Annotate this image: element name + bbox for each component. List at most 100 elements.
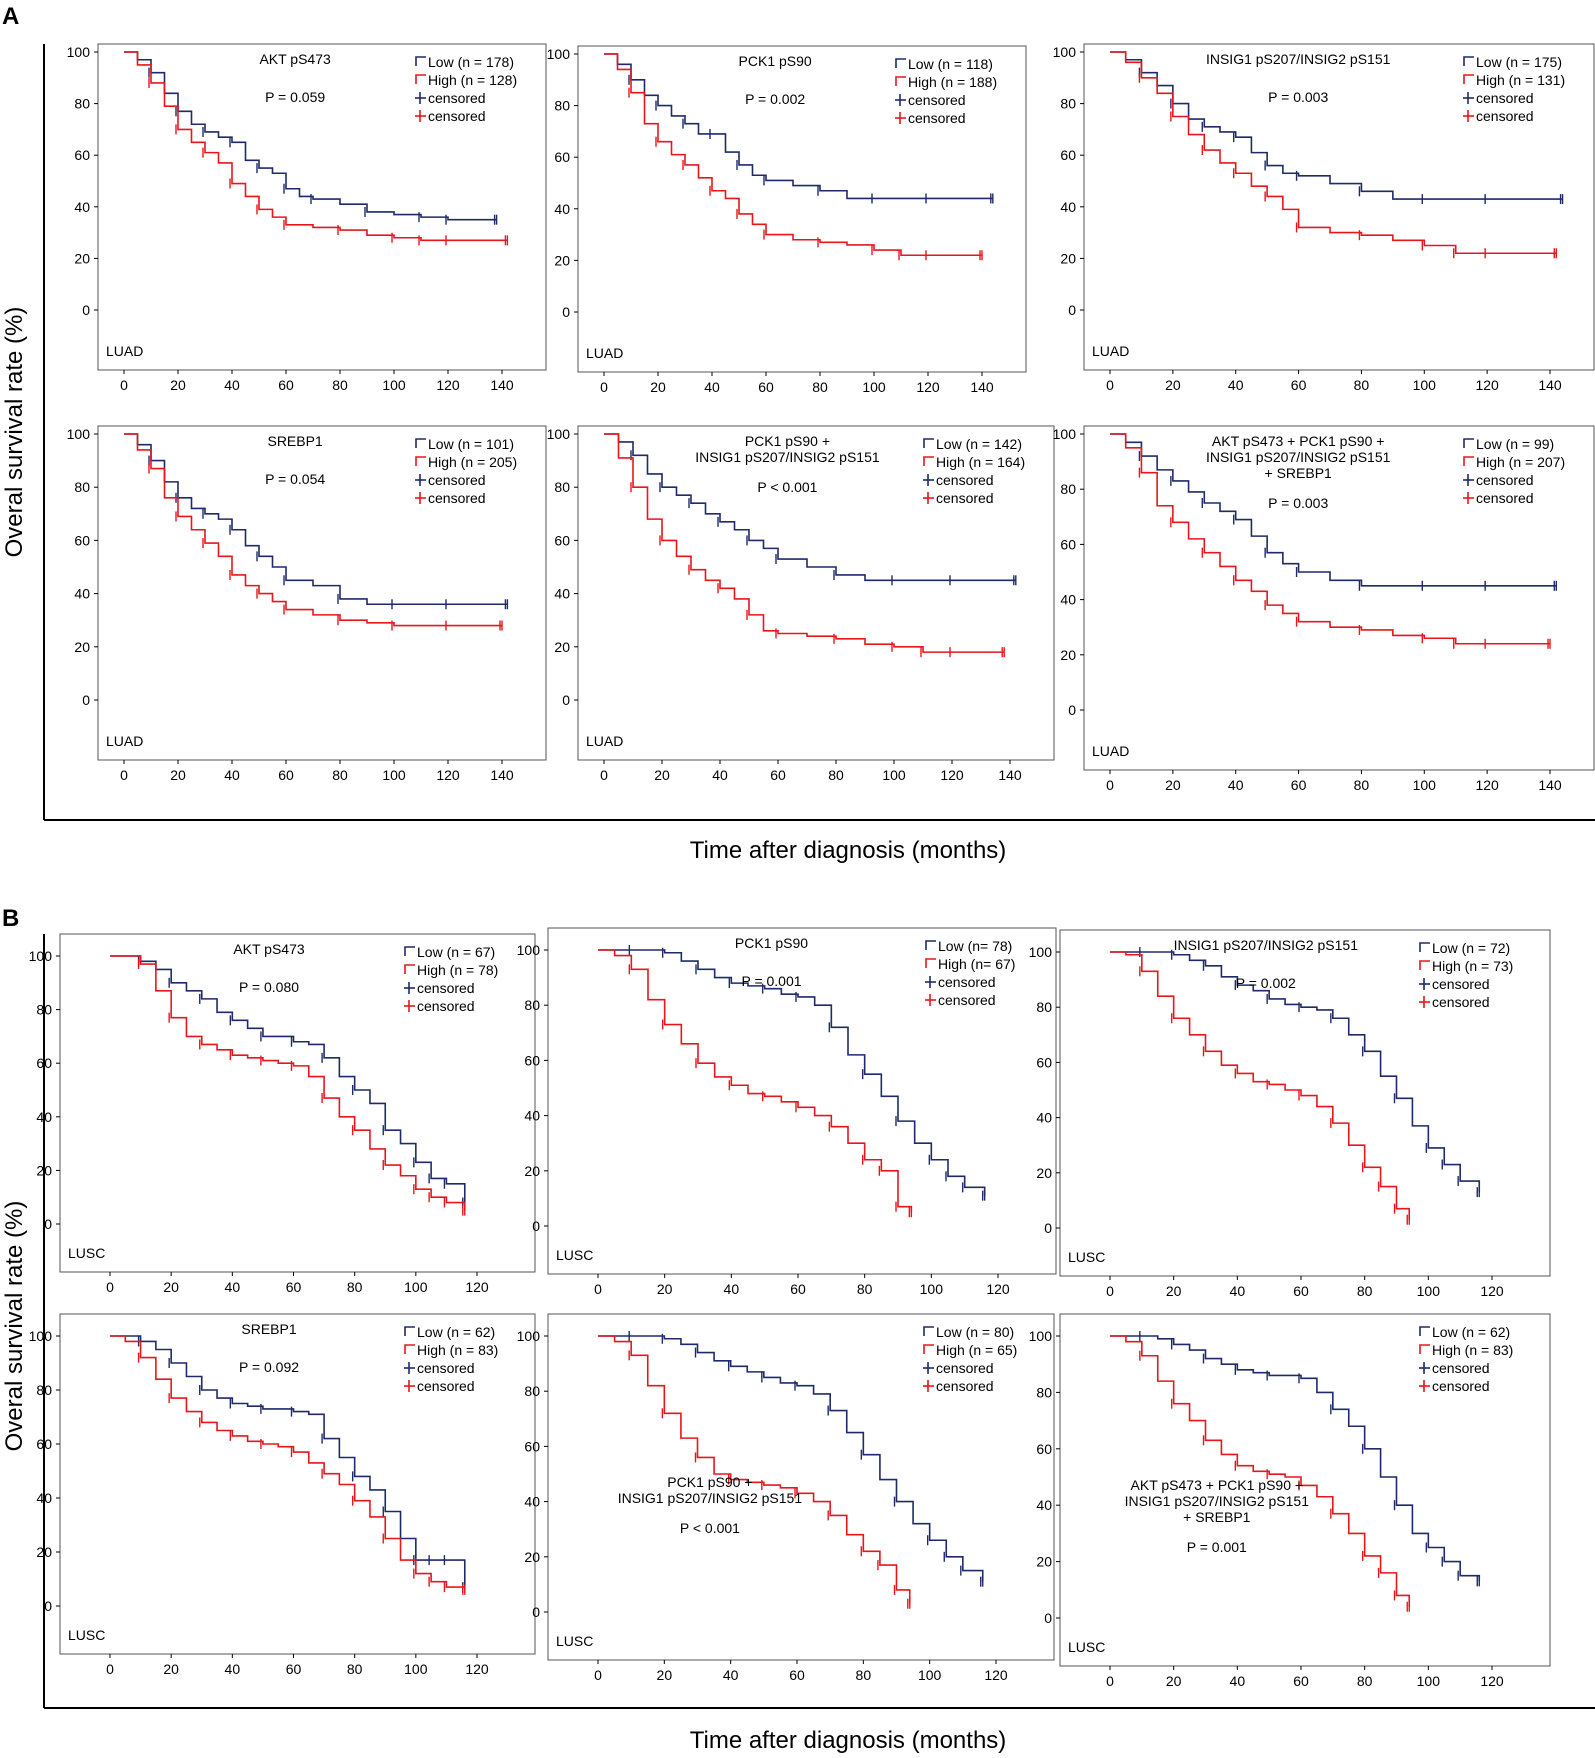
chart-12-ytick-label: 0 [1044, 1610, 1052, 1626]
km-charts: 0 20 40 60 80 100 120 140 0 20 40 60 80 100 LUAD AKT pS… [29, 43, 1595, 1689]
chart-3-legend-label: Low (n = 175) [1476, 54, 1562, 70]
chart-2-xtick-label: 0 [600, 379, 608, 395]
chart-5-legend-label: censored [936, 472, 994, 488]
chart-6-xtick-label: 100 [1413, 777, 1437, 793]
chart-9-low-curve [1110, 951, 1481, 1193]
chart-11-legend-label: censored [936, 1360, 994, 1376]
chart-10-xtick-label: 20 [163, 1661, 179, 1677]
chart-1-pvalue: P = 0.059 [265, 89, 325, 105]
chart-5-ytick-label: 60 [554, 532, 570, 548]
chart-1-legend-label: Low (n = 178) [428, 54, 514, 70]
chart-8-legend-swatch [925, 958, 936, 968]
chart-8-cohort-label: LUSC [556, 1247, 593, 1263]
chart-11-frame [547, 1313, 1055, 1661]
panel-b-letter: B [2, 905, 19, 932]
chart-10-ytick-label: 0 [44, 1598, 52, 1614]
chart-4-ytick-label: 60 [74, 532, 90, 548]
chart-2-pvalue: P = 0.002 [745, 91, 805, 107]
chart-8-high-curve [598, 949, 913, 1213]
chart-6-xtick-label: 40 [1228, 777, 1244, 793]
chart-8-legend-label: Low (n= 78) [938, 938, 1012, 954]
chart-10-high-curve [110, 1335, 466, 1590]
chart-3-xtick-label: 0 [1106, 377, 1114, 393]
chart-11-xtick-label: 80 [856, 1667, 872, 1683]
chart-6-legend-label: censored [1476, 490, 1534, 506]
chart-11-xtick-label: 20 [657, 1667, 673, 1683]
chart-4-ytick-label: 100 [67, 426, 91, 442]
chart-2-high-curve [604, 53, 982, 257]
chart-8-xtick-label: 0 [594, 1281, 602, 1297]
chart-2-cohort-label: LUAD [586, 345, 623, 361]
chart-6-title-line: + SREBP1 [1265, 465, 1333, 481]
chart-9-ytick-label: 40 [1036, 1110, 1052, 1126]
chart-11-legend-label: censored [936, 1378, 994, 1394]
chart-5-legend-swatch [923, 438, 934, 448]
chart-3-legend-label: censored [1476, 108, 1534, 124]
chart-6-title-line: INSIG1 pS207/INSIG2 pS151 [1206, 449, 1391, 465]
chart-10-xtick-label: 60 [286, 1661, 302, 1677]
chart-7-legend-label: Low (n = 67) [417, 944, 495, 960]
chart-8-xtick-label: 40 [724, 1281, 740, 1297]
chart-1-high-curve [124, 51, 508, 242]
chart-11-legend-swatch [923, 1344, 934, 1354]
chart-11-ytick-label: 0 [532, 1604, 540, 1620]
chart-10-legend-swatch [404, 1326, 415, 1336]
chart-3-ytick-label: 0 [1068, 302, 1076, 318]
chart-2: 0 20 40 60 80 100 120 140 0 20 40 60 80 100 LUAD PCK1 p… [547, 45, 1027, 395]
chart-1-xtick-label: 80 [332, 377, 348, 393]
chart-10-legend-label: censored [417, 1378, 475, 1394]
chart-7-legend-swatch [404, 964, 415, 974]
chart-1-title-line: AKT pS473 [259, 51, 331, 67]
chart-7-legend-label: High (n = 78) [417, 962, 498, 978]
chart-7-title-line: AKT pS473 [233, 941, 305, 957]
chart-6-ytick-label: 60 [1060, 536, 1076, 552]
panel-a-xlabel: Time after diagnosis (months) [690, 837, 1007, 864]
chart-11-xtick-label: 120 [984, 1667, 1008, 1683]
chart-12-xtick-label: 40 [1230, 1673, 1246, 1689]
chart-9-xtick-label: 0 [1106, 1283, 1114, 1299]
chart-12-pvalue: P = 0.001 [1187, 1539, 1247, 1555]
chart-3-legend-label: censored [1476, 90, 1534, 106]
chart-4-legend-swatch [415, 438, 426, 448]
chart-12-legend-label: Low (n = 62) [1432, 1324, 1510, 1340]
chart-4-xtick-label: 20 [170, 767, 186, 783]
chart-11-xtick-label: 100 [918, 1667, 942, 1683]
chart-5-xtick-label: 0 [600, 767, 608, 783]
chart-3-high-curve [1110, 51, 1557, 255]
chart-8-ytick-label: 20 [524, 1163, 540, 1179]
chart-2-xtick-label: 80 [812, 379, 828, 395]
chart-11-cohort-label: LUSC [556, 1633, 593, 1649]
chart-10-low-curve [110, 1335, 466, 1588]
chart-6-xtick-label: 120 [1475, 777, 1499, 793]
chart-9-xtick-label: 60 [1293, 1283, 1309, 1299]
chart-7-ytick-label: 0 [44, 1216, 52, 1232]
chart-6-ytick-label: 40 [1060, 592, 1076, 608]
chart-7-pvalue: P = 0.080 [239, 979, 299, 995]
chart-7-legend-label: censored [417, 998, 475, 1014]
panel-b-ylabel: Overal survival rate (%) [1, 1201, 28, 1452]
chart-7-xtick-label: 40 [225, 1279, 241, 1295]
chart-9-title-line: INSIG1 pS207/INSIG2 pS151 [1174, 937, 1359, 953]
chart-11-ytick-label: 80 [524, 1383, 540, 1399]
chart-7-cohort-label: LUSC [68, 1245, 105, 1261]
chart-2-xtick-label: 20 [650, 379, 666, 395]
chart-11-legend-swatch [923, 1326, 934, 1336]
chart-6-pvalue: P = 0.003 [1268, 495, 1328, 511]
chart-10-ytick-label: 20 [36, 1544, 52, 1560]
chart-8: 0 20 40 60 80 100 120 0 20 40 60 80 100 LUSC PCK1 pS90… [517, 927, 1057, 1297]
chart-8-frame [547, 927, 1057, 1275]
chart-9-frame [1059, 929, 1551, 1277]
chart-7-xtick-label: 60 [286, 1279, 302, 1295]
chart-4-xtick-label: 0 [120, 767, 128, 783]
chart-6-ytick-label: 0 [1068, 702, 1076, 718]
chart-5-xtick-label: 140 [998, 767, 1022, 783]
chart-10-ytick-label: 100 [29, 1328, 53, 1344]
chart-6-legend-label: Low (n = 99) [1476, 436, 1554, 452]
chart-2-low-curve [604, 53, 993, 200]
chart-9-xtick-label: 120 [1480, 1283, 1504, 1299]
chart-8-legend-swatch [925, 940, 936, 950]
chart-9-legend-label: Low (n = 72) [1432, 940, 1510, 956]
chart-12-low-curve [1110, 1335, 1481, 1582]
chart-11-legend-label: High (n = 65) [936, 1342, 1017, 1358]
